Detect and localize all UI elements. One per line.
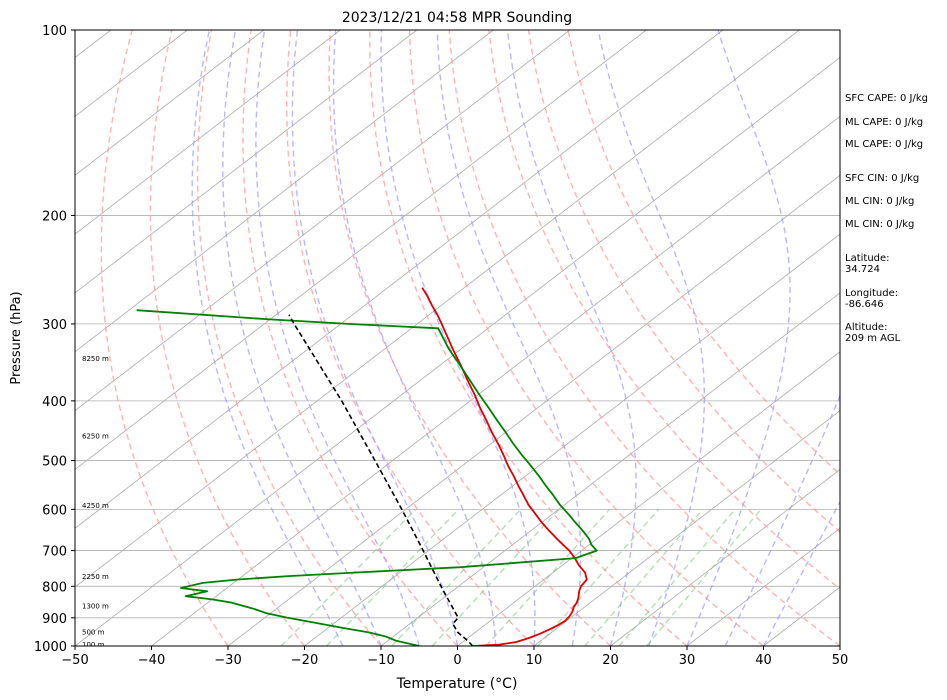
dry-adiabat-line [328, 30, 611, 646]
isotherm-line [75, 30, 724, 529]
y-axis-label: Pressure (hPa) [9, 291, 24, 384]
isotherm-line [75, 30, 494, 353]
y-tick-label: 700 [42, 545, 67, 560]
height-label: 8250 m [82, 355, 109, 363]
isotherm-line [75, 30, 265, 176]
dry-adiabat-line [448, 30, 840, 646]
isotherm-line [75, 30, 800, 588]
dry-adiabat-line [408, 30, 764, 646]
sfc-cin-label: SFC CIN: 0 J/kg [845, 173, 920, 184]
moist-adiabat-line [191, 30, 344, 646]
moist-adiabat-line [332, 30, 497, 646]
moist-adiabat-line [255, 30, 420, 646]
isotherm-line [227, 174, 840, 646]
dry-adiabat-line [527, 30, 840, 533]
isotherm-line [304, 233, 840, 646]
dry-adiabat-line [567, 30, 840, 476]
moist-adiabat-line [686, 30, 791, 646]
y-tick-label: 1000 [34, 640, 67, 655]
dry-adiabat-line [149, 30, 306, 646]
dry-adiabat-line [369, 30, 688, 646]
moist-adiabat-line [380, 30, 536, 646]
dry-adiabat-line [196, 30, 382, 646]
x-tick-label: 40 [755, 653, 772, 668]
height-label: 4250 m [82, 502, 109, 510]
x-tick-label: −30 [214, 653, 241, 668]
sfc-cape-label: SFC CAPE: 0 J/kg [845, 93, 928, 104]
x-tick-label: −20 [291, 653, 318, 668]
longitude-label: Longitude: -86.646 [845, 288, 899, 310]
mixing-ratio-line [485, 508, 611, 646]
sounding-traces: 100 m 500 m 1300 m 2250 m 4250 m 6250 m 8250 m [82, 287, 598, 649]
dry-adiabat-line [488, 30, 840, 590]
mixing-ratio-line [431, 508, 560, 646]
height-label: 2250 m [82, 573, 109, 581]
height-label: 500 m [82, 628, 105, 636]
y-tick-label: 600 [42, 503, 67, 518]
y-tick-label: 100 [42, 24, 67, 39]
isotherm-line [75, 30, 571, 412]
height-label: 6250 m [82, 432, 109, 440]
y-tick-label: 200 [42, 209, 67, 224]
x-tick-label: 10 [526, 653, 543, 668]
moist-adiabat-line [597, 30, 706, 646]
x-tick-label: 50 [832, 653, 849, 668]
x-tick-label: 0 [453, 653, 461, 668]
y-tick-label: 900 [42, 612, 67, 627]
height-label: 100 m [82, 641, 105, 649]
height-label: 1300 m [82, 603, 109, 611]
x-axis-label: Temperature (°C) [396, 676, 518, 692]
dry-adiabat-line [100, 30, 229, 646]
isotherm-line [533, 410, 840, 646]
dry-adiabat-line [242, 30, 459, 646]
ml-cin-label: ML CIN: 0 J/kg [845, 196, 915, 207]
x-tick-label: −40 [138, 653, 165, 668]
x-tick-label: −10 [367, 653, 394, 668]
dewpoint-line [136, 309, 598, 646]
mixing-ratio-line [584, 508, 704, 646]
chart-title: 2023/12/21 04:58 MPR Sounding [342, 10, 572, 26]
dry-adiabat-line [285, 30, 535, 646]
moist-adiabat-line [506, 30, 637, 646]
latitude-label: Latitude: 34.724 [845, 253, 890, 275]
isotherm-line [75, 30, 647, 470]
moist-adiabat-line [222, 30, 382, 646]
isotherm-line [151, 115, 840, 646]
y-tick-label: 800 [42, 580, 67, 595]
y-tick-label: 400 [42, 395, 67, 410]
axes: −50 −40 −30 −20 −10 0 10 20 30 40 50 1000 900 800 700 6… [34, 24, 848, 668]
mixing-ratio-line [391, 508, 522, 646]
isotherm-line [610, 468, 840, 646]
y-tick-label: 300 [42, 318, 67, 333]
mixing-ratio-line [325, 508, 460, 646]
ml-cape-label-2: ML CAPE: 0 J/kg [845, 139, 924, 150]
x-tick-label: −50 [61, 653, 88, 668]
background-lines [75, 30, 840, 646]
x-tick-label: 30 [679, 653, 696, 668]
ml-cape-label: ML CAPE: 0 J/kg [845, 117, 924, 128]
x-tick-label: 20 [602, 653, 619, 668]
isotherm-line [75, 30, 188, 117]
altitude-label: Altitude: 209 m AGL [845, 322, 901, 344]
ml-cin-label-2: ML CIN: 0 J/kg [845, 219, 915, 230]
moist-adiabat-line [291, 30, 459, 646]
parcel-profile-line [288, 314, 474, 646]
moist-adiabat-line [436, 30, 582, 646]
mixing-ratio-line [280, 508, 417, 646]
isotherm-line [75, 57, 840, 646]
isotherm-line [686, 527, 840, 646]
isotherm-line [75, 30, 418, 294]
isotherm-line [75, 30, 341, 235]
isotherm-line [380, 292, 840, 646]
mixing-ratio-line [537, 508, 660, 646]
y-tick-label: 500 [42, 455, 67, 470]
